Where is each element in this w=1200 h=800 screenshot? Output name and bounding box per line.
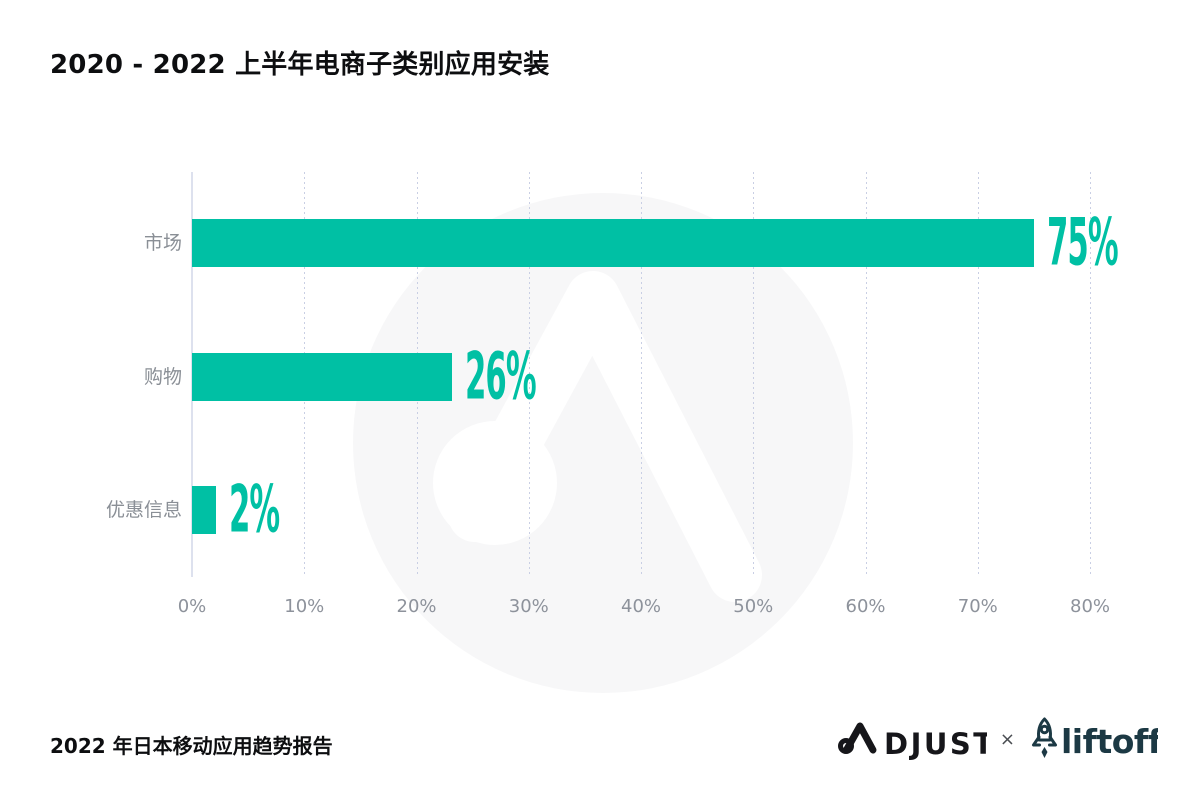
x-tick-label: 40% (620, 596, 662, 617)
value-label: 2% (228, 472, 280, 548)
category-label: 优惠信息 (105, 499, 182, 521)
value-label: 75% (1046, 205, 1119, 281)
x-separator: × (999, 728, 1015, 750)
adjust-logo: DJUST (837, 722, 987, 761)
bar-shopping (192, 353, 453, 401)
x-tick-label: 80% (1069, 596, 1111, 617)
brand-logos: DJUST × liftoff (837, 714, 1158, 766)
x-tick-label: 50% (733, 596, 774, 617)
liftoff-logo: liftoff (1032, 717, 1158, 761)
gridline (1090, 172, 1091, 577)
source-note: 2022 年日本移动应用趋势报告 (50, 734, 333, 758)
bar-row-shopping: 购物 26% (0, 344, 1200, 409)
adjust-wordmark: DJUST (884, 727, 987, 761)
x-tick-label: 0% (177, 596, 207, 617)
adjust-a-mark-icon (837, 722, 877, 754)
gridline (977, 172, 979, 577)
bar-row-market: 市场 75% (0, 210, 1200, 275)
bar-row-deals: 优惠信息 2% (0, 477, 1200, 542)
liftoff-wordmark: liftoff (1061, 722, 1158, 761)
x-tick-label: 30% (508, 596, 549, 617)
gridline (865, 172, 867, 577)
rocket-icon (1032, 717, 1057, 758)
category-label: 市场 (143, 232, 182, 254)
x-tick-label: 10% (284, 596, 325, 617)
value-label: 26% (465, 339, 537, 415)
x-tick-label: 60% (845, 596, 886, 617)
gridline (641, 172, 642, 577)
bar-deals (192, 486, 216, 534)
gridline (753, 172, 755, 577)
page-title: 2020 - 2022 上半年电商子类别应用安装 (50, 50, 550, 80)
gridline (528, 172, 530, 577)
x-tick-label: 70% (957, 596, 998, 617)
bar-market (192, 219, 1034, 267)
category-label: 购物 (143, 366, 182, 388)
x-tick-label: 20% (396, 596, 437, 617)
